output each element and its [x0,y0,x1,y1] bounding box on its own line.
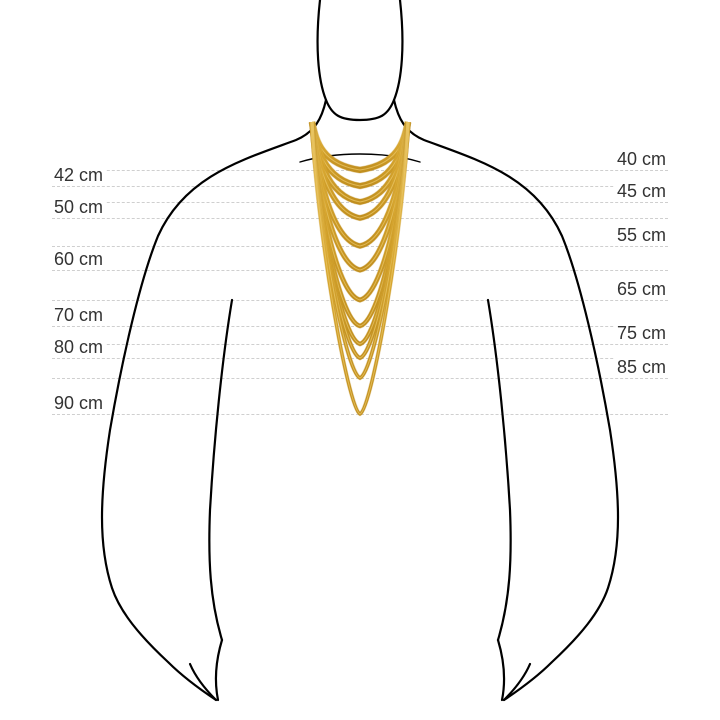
length-label: 60 cm [52,249,105,270]
length-label: 75 cm [615,323,668,344]
length-label: 85 cm [615,357,668,378]
length-label: 45 cm [615,181,668,202]
torso-silhouette [102,0,618,700]
length-label: 40 cm [615,149,668,170]
length-label: 65 cm [615,279,668,300]
length-label: 55 cm [615,225,668,246]
necklace-chains [312,122,408,414]
length-label: 70 cm [52,305,105,326]
length-label: 90 cm [52,393,105,414]
necklace-length-diagram: 42 cm 50 cm 60 cm 70 cm 80 cm 90 cm 40 cm 45 cm… [0,0,720,720]
length-label: 80 cm [52,337,105,358]
figure-svg [0,0,720,720]
length-label: 42 cm [52,165,105,186]
length-label: 50 cm [52,197,105,218]
